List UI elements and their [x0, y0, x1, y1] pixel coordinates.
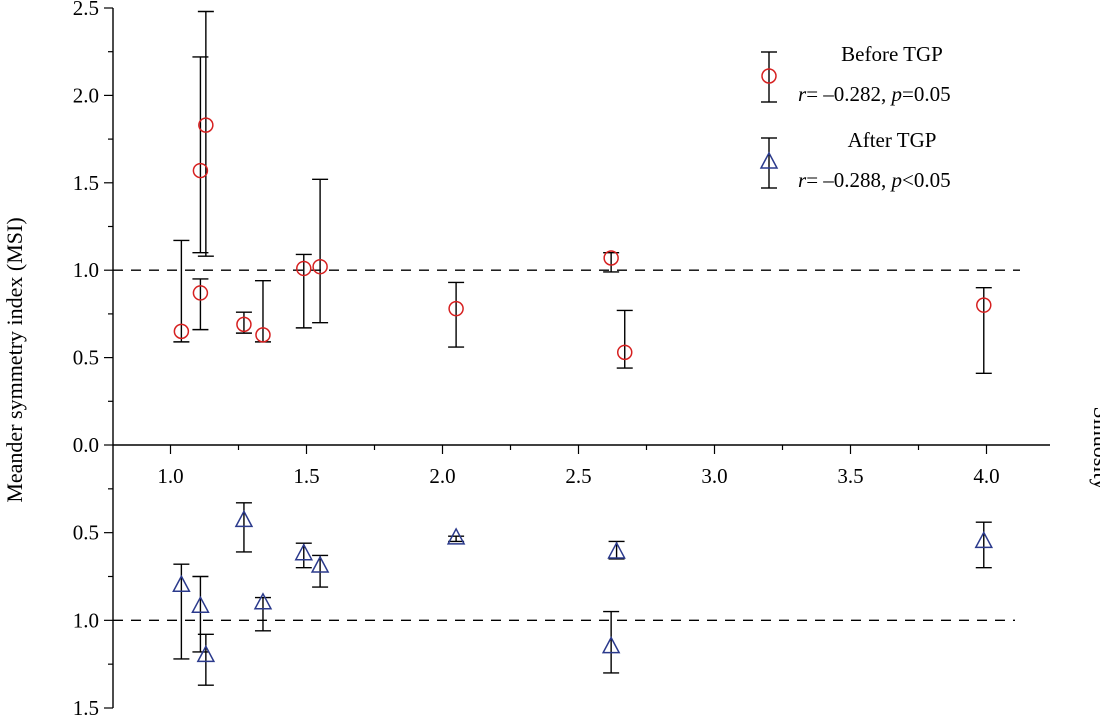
data-point-before-tgp	[448, 300, 464, 317]
data-point-before-tgp	[198, 117, 214, 133]
data-point-before-tgp	[192, 162, 209, 179]
data-point-after-tgp	[607, 541, 626, 559]
y-tick-label-lower: 1.5	[73, 696, 99, 715]
y-tick-label-lower: 1.0	[73, 608, 99, 632]
data-point-before-tgp	[312, 258, 328, 275]
x-tick-label: 4.0	[973, 464, 999, 488]
y-tick-label-upper: 1.0	[73, 258, 99, 282]
data-point-after-tgp	[974, 530, 994, 549]
data-point-before-tgp	[236, 316, 252, 333]
data-point-after-tgp	[294, 543, 314, 561]
data-point-after-tgp	[601, 636, 621, 654]
y-tick-label-upper: 2.0	[73, 83, 99, 107]
legend: Before TGP r= –0.282, p=0.05 After TGP r= –…	[759, 42, 951, 192]
x-tick-label: 2.5	[565, 464, 591, 488]
data-point-before-tgp	[173, 323, 190, 340]
data-point-before-tgp	[603, 250, 619, 266]
data-point-before-tgp	[616, 344, 633, 361]
data-point-after-tgp	[253, 592, 273, 610]
x-tick-label: 3.5	[837, 464, 863, 488]
data-point-after-tgp	[310, 555, 330, 573]
data-point-before-tgp	[255, 327, 271, 343]
data-point-after-tgp	[196, 644, 216, 663]
axis-ticks: 1.0 1.5 2.0 2.5 3.0 3.5 4.0 0.0 0.5 1.0 1.5 2.0 2.5 0…	[73, 0, 1000, 715]
x-tick-label: 3.0	[701, 464, 727, 488]
y-tick-label-upper: 0.0	[73, 433, 99, 457]
legend-series-name: After TGP	[848, 128, 937, 152]
data-point-before-tgp	[296, 260, 312, 277]
legend-stat: r= –0.282, p=0.05	[798, 82, 951, 106]
x-tick-label: 2.0	[429, 464, 455, 488]
error-bars	[173, 10, 992, 686]
legend-series-name: Before TGP	[841, 42, 943, 66]
data-point-after-tgp	[191, 595, 210, 614]
data-point-after-tgp	[234, 509, 254, 528]
y-tick-label-upper: 1.5	[73, 171, 99, 195]
data-point-before-tgp	[976, 297, 992, 313]
data-markers	[172, 117, 994, 663]
y-tick-label-lower: 0.5	[73, 521, 99, 545]
y-tick-label-upper: 2.5	[73, 0, 99, 20]
x-tick-label: 1.5	[293, 464, 319, 488]
data-point-before-tgp	[192, 285, 209, 301]
y-axis-title: Meander symmetry index (MSI)	[2, 217, 27, 502]
legend-marker-before-tgp	[761, 68, 777, 84]
data-point-after-tgp	[446, 527, 466, 545]
legend-stat: r= –0.288, p<0.05	[798, 168, 951, 192]
axes	[112, 8, 1050, 708]
legend-marker-after-tgp	[759, 151, 779, 169]
y-tick-label-upper: 0.5	[73, 346, 99, 370]
x-tick-label: 1.0	[157, 464, 183, 488]
data-point-after-tgp	[172, 574, 191, 593]
x-axis-title: Sinuosity	[1089, 406, 1100, 489]
